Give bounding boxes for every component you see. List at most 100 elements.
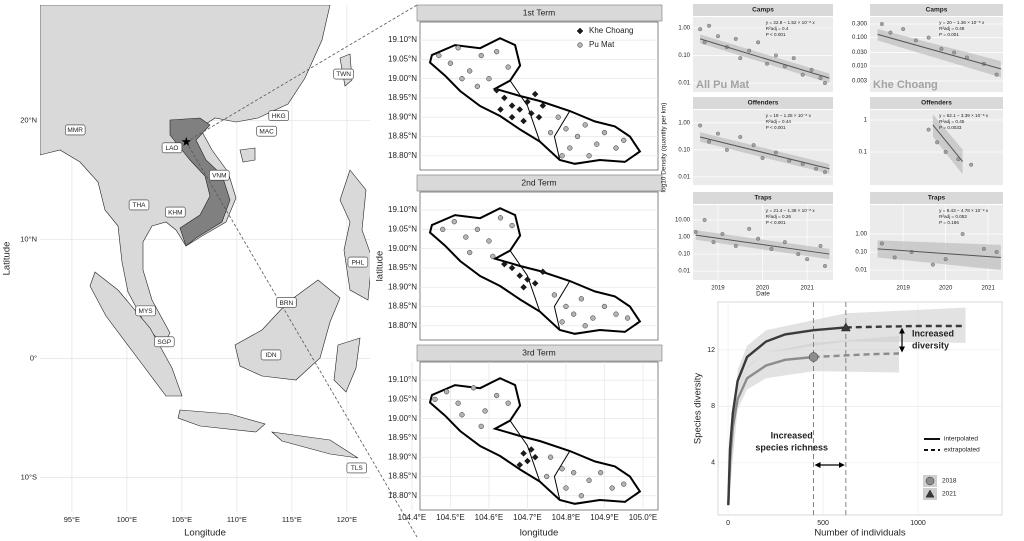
- data-point: [508, 264, 516, 272]
- data-point: [702, 218, 707, 222]
- data-point: [497, 106, 504, 113]
- data-point: [528, 110, 535, 117]
- data-point: [981, 246, 986, 251]
- data-point: [716, 131, 720, 136]
- y-tick-label: 1.00: [678, 26, 690, 32]
- data-point: [814, 166, 819, 171]
- data-point: [818, 243, 823, 248]
- country-label-box: [268, 110, 289, 121]
- y-axis-label: Latitude: [2, 242, 13, 276]
- data-point: [791, 56, 796, 61]
- y-tick-label: 19.00°N: [388, 244, 417, 253]
- equation: R²adj = 0.26: [766, 214, 792, 219]
- data-point: [773, 150, 778, 155]
- x-tick-label: 104.4°E: [398, 513, 427, 522]
- data-point: [930, 262, 935, 267]
- y-axis-label: Species diversity: [693, 373, 704, 445]
- data-point: [531, 453, 539, 461]
- land-mass: [177, 409, 266, 433]
- data-point: [508, 113, 516, 121]
- data-point: [505, 400, 511, 406]
- panel-title: 3rd Term: [522, 347, 555, 357]
- zoom-line: [185, 141, 418, 538]
- data-point: [486, 238, 492, 244]
- equation: R²adj = 0.48: [939, 26, 965, 31]
- data-point: [738, 56, 743, 61]
- data-point: [720, 232, 725, 236]
- data-point: [490, 253, 496, 260]
- data-point: [528, 446, 535, 453]
- data-point: [800, 72, 805, 77]
- data-point: [574, 133, 581, 140]
- data-point: [823, 264, 827, 268]
- data-point: [724, 147, 729, 152]
- country-label: TLS: [351, 465, 364, 472]
- y-tick-label: 0.10: [678, 53, 690, 59]
- park-outline: [428, 377, 642, 505]
- data-point: [582, 323, 588, 329]
- panel-title: 2nd Term: [521, 177, 556, 187]
- data-point: [809, 67, 814, 72]
- trend-line: [877, 33, 1002, 70]
- equation: R²adj = 0.4: [766, 26, 789, 31]
- y-tick-label: 0.100: [852, 35, 868, 41]
- data-point: [563, 126, 569, 132]
- data-point: [621, 137, 627, 143]
- x-tick-label: 110°E: [227, 515, 247, 524]
- x-tick-label: 105.0°E: [629, 513, 658, 522]
- trend-line: [700, 136, 830, 170]
- y-tick-label: 19.00°N: [388, 414, 417, 423]
- annotation: species richness: [755, 442, 828, 452]
- land-mass: [40, 5, 331, 346]
- zone-boundary: [509, 250, 541, 312]
- panel-strip: [416, 174, 663, 192]
- y-tick-label: 12: [707, 347, 715, 354]
- data-point: [544, 473, 550, 480]
- y-tick-label: 18.85°N: [388, 472, 417, 481]
- zone-boundary: [509, 420, 541, 482]
- country-label: MMR: [67, 127, 83, 134]
- land-layer: [40, 5, 370, 459]
- data-point: [551, 292, 558, 298]
- data-point: [505, 64, 511, 70]
- data-point: [601, 303, 608, 310]
- panel-strip: [693, 192, 833, 204]
- equation: R²adj = 0.45: [939, 119, 965, 124]
- country-label: SGP: [157, 339, 171, 346]
- equation: P = 0.001: [939, 32, 959, 37]
- data-point: [547, 129, 554, 136]
- data-point: [969, 162, 974, 167]
- y-tick-label: 0.10: [678, 147, 690, 153]
- confidence-band: [877, 240, 1001, 270]
- observed-point: [808, 352, 819, 362]
- x-tick-label: 500: [817, 520, 829, 527]
- data-point: [943, 150, 948, 154]
- data-point: [559, 319, 565, 325]
- park-outline: [428, 37, 642, 165]
- y-tick-label: 0.010: [852, 64, 868, 70]
- data-point: [888, 30, 893, 35]
- data-point: [516, 461, 524, 469]
- confidence-band: [932, 114, 963, 175]
- y-tick-label: 18.95°N: [388, 433, 417, 442]
- equation: R²adj = 0.44: [766, 119, 792, 124]
- plot-background: [693, 110, 833, 185]
- equation: P < 0.001: [766, 125, 786, 130]
- x-tick-label: 2021: [800, 286, 814, 292]
- equation: P < 0.001: [766, 220, 786, 225]
- equation: R²adj = 0.053: [939, 214, 967, 219]
- land-mass: [89, 271, 183, 397]
- country-label: THA: [133, 202, 147, 209]
- data-point: [467, 249, 473, 256]
- data-point: [707, 139, 712, 144]
- y-tick-label: 18.85°N: [388, 302, 417, 311]
- y-axis-label: latitude: [375, 251, 386, 282]
- x-tick-label: 115°E: [282, 515, 302, 524]
- y-tick-label: 18.90°N: [388, 452, 417, 461]
- legend-symbol: [576, 27, 584, 35]
- x-tick-label: 2019: [896, 286, 910, 292]
- data-point: [823, 170, 827, 175]
- data-point: [782, 240, 787, 245]
- data-point: [624, 315, 631, 321]
